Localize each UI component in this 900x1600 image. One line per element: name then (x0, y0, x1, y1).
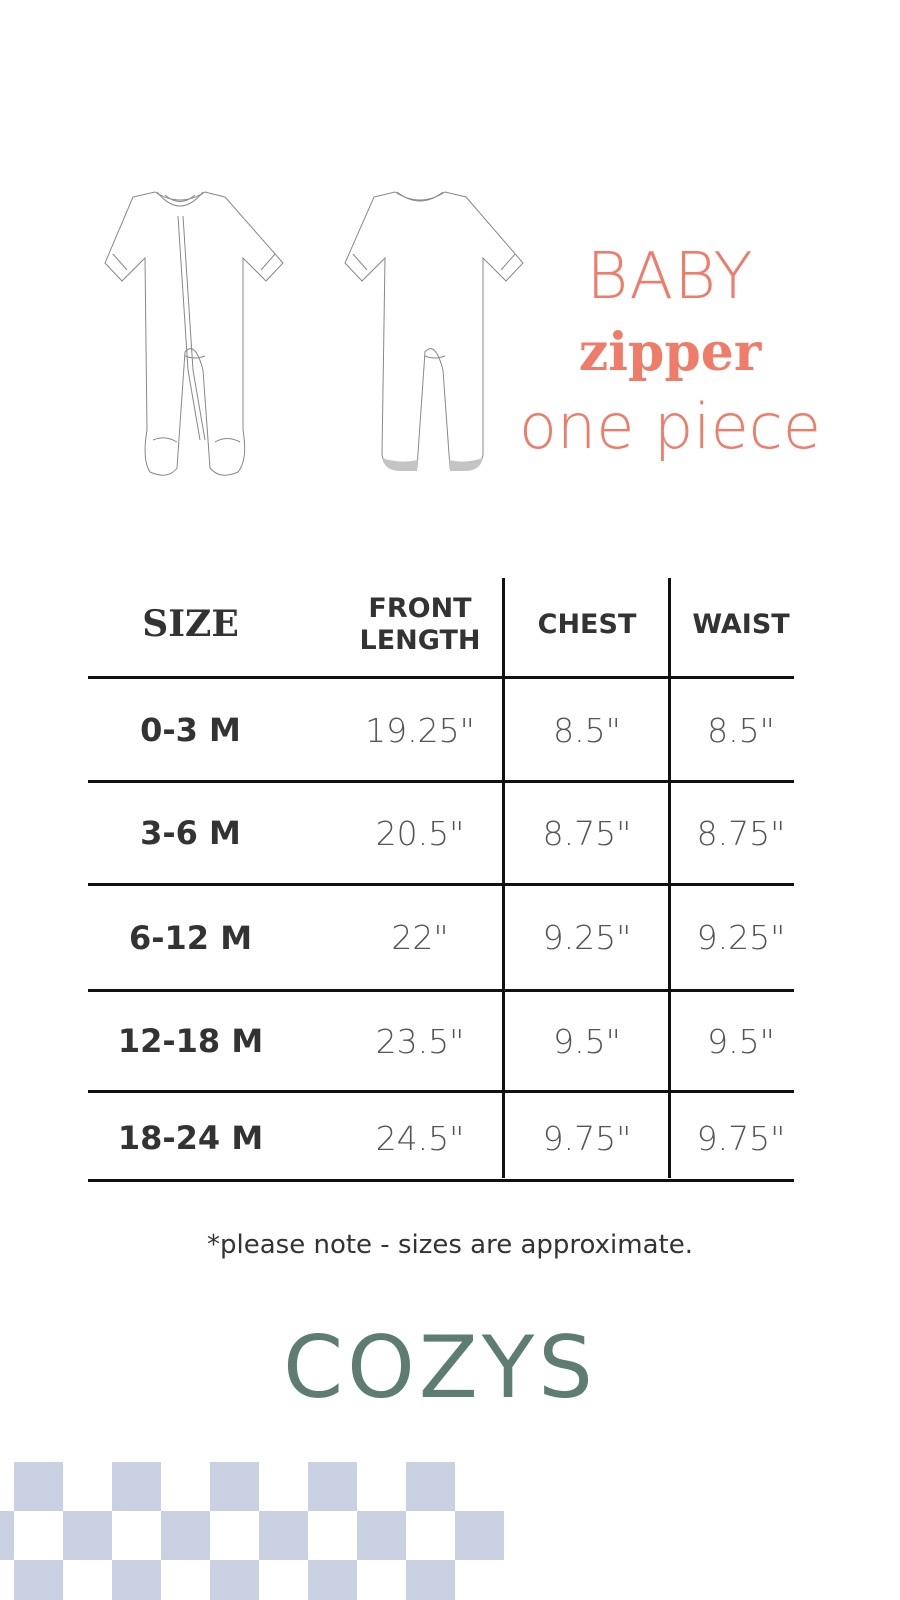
header-waist: WAIST (692, 608, 790, 640)
row-divider (88, 989, 794, 992)
chest-cell: 8.75" (542, 813, 632, 853)
checker-square (406, 1560, 455, 1600)
front-length-cell: 19.25" (365, 710, 475, 750)
checker-square (308, 1462, 357, 1511)
header-size: SIZE (142, 603, 239, 646)
waist-cell: 8.5" (707, 710, 775, 750)
checker-square (406, 1462, 455, 1511)
checker-square (210, 1462, 259, 1511)
row-divider (88, 883, 794, 886)
front-length-cell: 20.5" (375, 813, 465, 853)
title-zipper: zipper (578, 322, 762, 383)
size-cell: 3-6 M (140, 814, 241, 852)
title-baby: BABY (586, 240, 754, 314)
column-divider (502, 578, 505, 1178)
checker-square (455, 1511, 504, 1560)
checker-square (357, 1511, 406, 1560)
checker-square (14, 1560, 63, 1600)
row-divider (88, 676, 794, 679)
onesie-back-illustration (344, 191, 524, 471)
waist-cell: 8.75" (696, 813, 786, 853)
checker-square (112, 1462, 161, 1511)
chest-cell: 9.75" (542, 1118, 632, 1158)
waist-cell: 9.25" (696, 918, 786, 957)
checker-square (14, 1462, 63, 1511)
waist-cell: 9.75" (696, 1118, 786, 1158)
chest-cell: 9.25" (542, 918, 632, 957)
chest-cell: 9.5" (553, 1021, 621, 1061)
waist-cell: 9.5" (707, 1021, 775, 1061)
sizing-note: *please note - sizes are approximate. (207, 1230, 693, 1260)
column-divider (668, 578, 671, 1178)
row-divider (88, 780, 794, 783)
chest-cell: 8.5" (553, 710, 621, 750)
checker-square (259, 1511, 308, 1560)
header-chest: CHEST (537, 608, 637, 640)
onesie-front-illustration (104, 191, 284, 476)
checkerboard-footer (0, 1462, 900, 1600)
checker-square (112, 1560, 161, 1600)
row-divider (88, 1090, 794, 1093)
row-divider (88, 1179, 794, 1182)
front-length-cell: 22" (391, 918, 449, 957)
size-cell: 0-3 M (140, 711, 241, 749)
checker-square (210, 1560, 259, 1600)
checker-square (308, 1560, 357, 1600)
front-length-cell: 23.5" (375, 1021, 465, 1061)
checker-square (0, 1511, 14, 1560)
brand-logo: COZYS (283, 1318, 597, 1418)
checker-square (63, 1511, 112, 1560)
checker-square (161, 1511, 210, 1560)
front-length-cell: 24.5" (375, 1118, 465, 1158)
size-cell: 18-24 M (117, 1119, 264, 1157)
size-cell: 6-12 M (128, 918, 253, 957)
header-front-length: FRONT LENGTH (359, 592, 481, 656)
title-one-piece: one piece (518, 390, 822, 463)
size-cell: 12-18 M (117, 1022, 264, 1060)
